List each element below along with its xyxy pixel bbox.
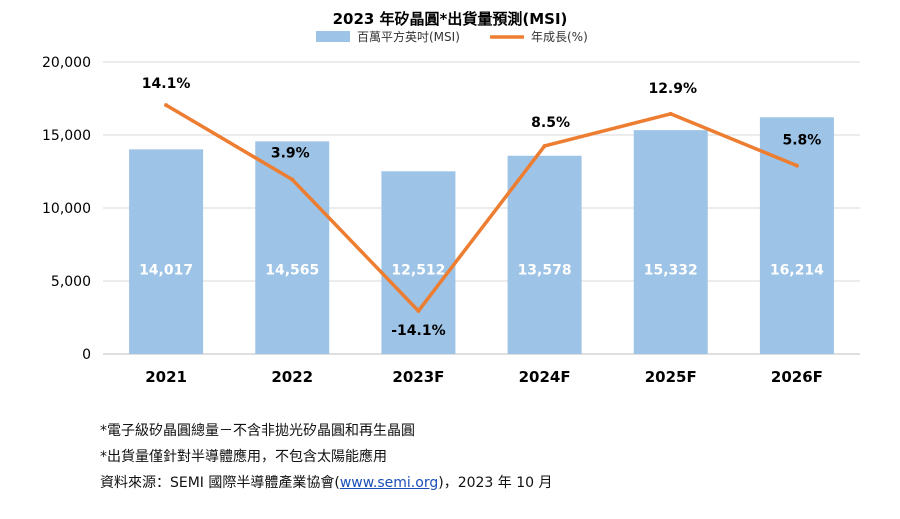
line-series: 14.1% 3.9% -14.1% 8.5% 12.9% 5.8% [142,76,822,339]
bar [507,155,582,354]
line-point [542,143,547,148]
x-tick-label: 2022 [271,368,313,386]
bar-value-label: 12,512 [391,262,445,278]
source-suffix: )，2023 年 10 月 [438,475,553,491]
x-tick-label: 2023F [392,368,444,386]
bar [759,117,834,354]
y-tick-label: 5,000 [51,274,91,290]
x-tick-label: 2025F [645,368,697,386]
footnotes: *電子級矽晶圓總量－不含非拋光矽晶圓和再生晶圓 *出貨量僅針對半導體應用，不包含… [100,418,553,496]
bar-series: 14,017 14,565 12,512 13,578 15,332 16,214 [129,117,834,354]
source-prefix: 資料來源：SEMI 國際半導體產業協會( [100,475,340,491]
line-point [164,103,169,108]
x-tick-label: 2026F [771,368,823,386]
line-point [668,111,673,116]
legend-line-label: 年成長(%) [531,30,588,44]
bar [255,141,330,354]
bar [381,171,456,354]
line-point [794,163,799,168]
line-point [290,177,295,182]
source-line: 資料來源：SEMI 國際半導體產業協會(www.semi.org)，2023 年… [100,470,553,496]
bar-value-label: 14,017 [139,262,193,278]
line-value-label: 5.8% [783,133,822,149]
footnote-2: *出貨量僅針對半導體應用，不包含太陽能應用 [100,449,387,465]
bar-value-label: 15,332 [644,262,698,278]
y-tick-label: 10,000 [42,201,91,217]
bar [633,130,708,354]
bar-value-label: 16,214 [770,262,824,278]
growth-line [165,103,798,313]
chart-title: 2023 年矽晶圓*出貨量預測(MSI) [332,10,568,28]
grid-lines [103,61,860,355]
line-value-label: 14.1% [142,76,191,92]
bar [129,149,204,354]
axes: 0 5,000 10,000 15,000 20,000 2021 2022 2023F 202… [42,55,823,386]
bar-value-label: 13,578 [518,262,572,278]
x-tick-label: 2021 [145,368,187,386]
source-link[interactable]: www.semi.org [339,475,439,491]
line-value-label: 12.9% [648,81,697,97]
x-tick-label: 2024F [519,368,571,386]
legend-bar-swatch [316,31,350,42]
legend: 百萬平方英吋(MSI) 年成長(%) [316,29,588,44]
y-tick-label: 15,000 [42,128,91,144]
line-value-label: -14.1% [391,323,445,339]
line-value-label: 3.9% [271,146,310,162]
legend-bar-label: 百萬平方英吋(MSI) [357,29,460,44]
line-value-label: 8.5% [531,115,570,131]
line-point [416,308,421,313]
y-tick-label: 20,000 [42,55,91,71]
footnote-1: *電子級矽晶圓總量－不含非拋光矽晶圓和再生晶圓 [100,423,415,439]
bar-value-label: 14,565 [265,262,319,278]
y-tick-label: 0 [82,347,91,363]
